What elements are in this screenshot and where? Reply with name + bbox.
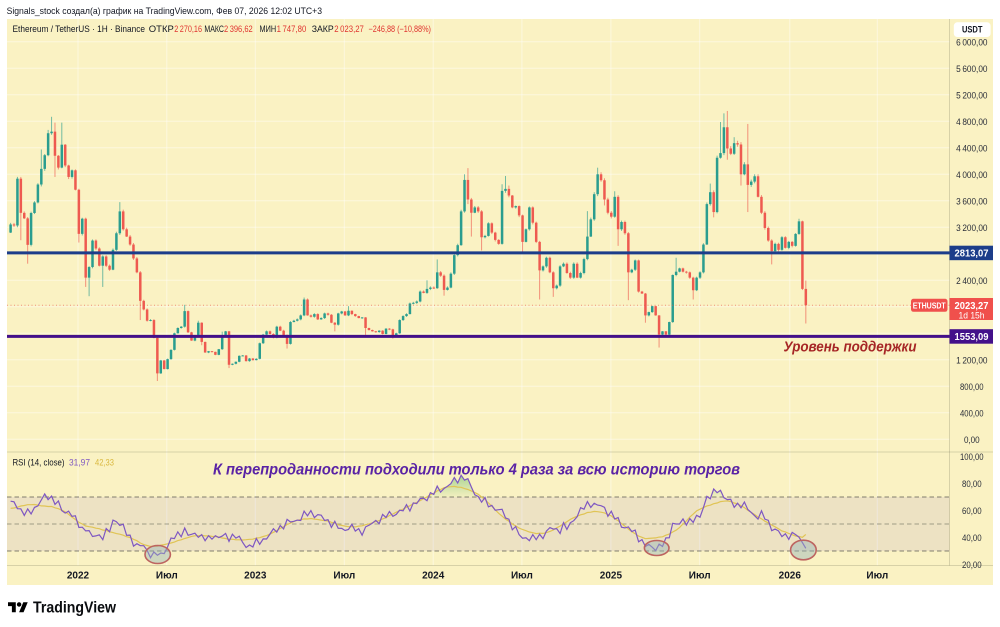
svg-text:5 600,00: 5 600,00 bbox=[956, 64, 987, 74]
svg-text:Уровень поддержки: Уровень поддержки bbox=[784, 339, 917, 356]
svg-text:5 200,00: 5 200,00 bbox=[956, 90, 987, 100]
svg-text:1 200,00: 1 200,00 bbox=[956, 355, 987, 365]
svg-text:2025: 2025 bbox=[600, 571, 623, 582]
svg-text:К перепроданности подходили то: К перепроданности подходили только 4 раз… bbox=[213, 462, 740, 479]
svg-text:40,00: 40,00 bbox=[962, 533, 982, 543]
svg-text:USDT: USDT bbox=[962, 25, 983, 35]
svg-text:−246,88 (−10,88%): −246,88 (−10,88%) bbox=[369, 24, 432, 34]
svg-text:2813,07: 2813,07 bbox=[955, 249, 989, 260]
svg-text:2 396,62: 2 396,62 bbox=[224, 24, 253, 34]
svg-text:ОТКР: ОТКР bbox=[149, 24, 174, 34]
svg-text:1553,09: 1553,09 bbox=[955, 332, 989, 343]
svg-text:3 200,00: 3 200,00 bbox=[956, 223, 987, 233]
svg-text:Signals_stock создал(а) график: Signals_stock создал(а) график на Tradin… bbox=[7, 6, 322, 16]
svg-text:800,00: 800,00 bbox=[960, 382, 984, 392]
svg-text:ЗАКР: ЗАКР bbox=[312, 24, 334, 34]
svg-text:400,00: 400,00 bbox=[960, 408, 984, 418]
svg-text:2 023,27: 2 023,27 bbox=[334, 24, 364, 34]
svg-text:3 600,00: 3 600,00 bbox=[956, 196, 987, 206]
svg-text:Июл: Июл bbox=[689, 571, 711, 582]
svg-text:6 000,00: 6 000,00 bbox=[956, 37, 987, 47]
svg-text:1 747,80: 1 747,80 bbox=[277, 24, 307, 34]
svg-text:2023,27: 2023,27 bbox=[955, 301, 989, 312]
svg-text:Ethereum / TetherUS · 1H · Bin: Ethereum / TetherUS · 1H · Binance bbox=[13, 24, 146, 34]
svg-text:20,00: 20,00 bbox=[962, 560, 982, 570]
svg-text:2022: 2022 bbox=[67, 571, 90, 582]
svg-text:1d 15h: 1d 15h bbox=[959, 311, 985, 321]
svg-text:2023: 2023 bbox=[244, 571, 267, 582]
svg-text:2 270,16: 2 270,16 bbox=[174, 24, 202, 34]
svg-text:RSI (14, close): RSI (14, close) bbox=[13, 458, 65, 468]
svg-text:МАКС: МАКС bbox=[204, 24, 224, 34]
svg-text:31,97: 31,97 bbox=[69, 458, 90, 468]
svg-text:TradingView: TradingView bbox=[33, 599, 116, 616]
svg-text:4 400,00: 4 400,00 bbox=[956, 143, 987, 153]
svg-text:2 400,00: 2 400,00 bbox=[956, 276, 987, 286]
svg-text:ETHUSDT: ETHUSDT bbox=[913, 302, 946, 311]
svg-text:4 800,00: 4 800,00 bbox=[956, 117, 987, 127]
svg-text:Июл: Июл bbox=[866, 571, 888, 582]
svg-text:0,00: 0,00 bbox=[964, 435, 980, 445]
svg-text:Июл: Июл bbox=[333, 571, 355, 582]
svg-text:60,00: 60,00 bbox=[962, 506, 982, 516]
svg-text:2026: 2026 bbox=[779, 571, 802, 582]
svg-text:Июл: Июл bbox=[156, 571, 178, 582]
svg-text:42,33: 42,33 bbox=[95, 458, 114, 468]
svg-text:4 000,00: 4 000,00 bbox=[956, 170, 987, 180]
svg-text:Июл: Июл bbox=[511, 571, 533, 582]
svg-text:100,00: 100,00 bbox=[960, 452, 984, 462]
svg-text:МИН: МИН bbox=[260, 24, 277, 34]
svg-text:80,00: 80,00 bbox=[962, 479, 982, 489]
svg-text:2024: 2024 bbox=[422, 571, 445, 582]
